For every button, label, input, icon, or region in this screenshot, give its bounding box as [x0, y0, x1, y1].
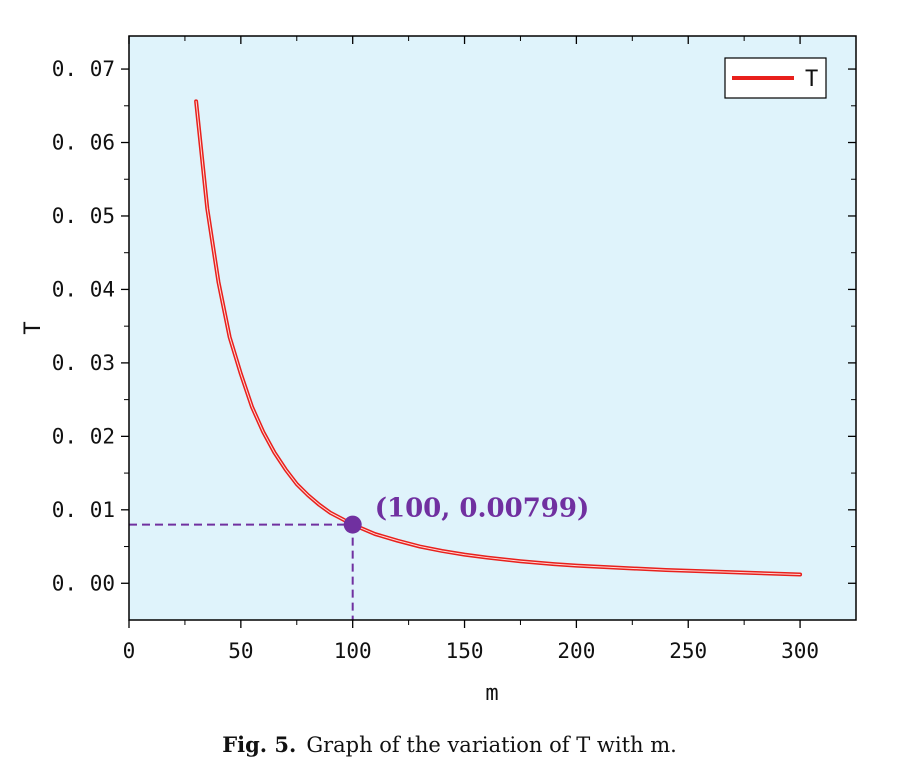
plot-background	[129, 36, 856, 620]
figure-caption: Fig. 5. Graph of the variation of T with …	[0, 732, 899, 757]
x-tick-label: 0	[123, 639, 136, 663]
x-axis-title: m	[485, 681, 498, 706]
caption-figure-label: Fig. 5.	[222, 732, 297, 757]
y-tick-label: 0. 00	[52, 571, 115, 595]
axis-ticks: 0 50 100 150 200 250 300 0. 00 0. 01 0. 02 0. 03 0.…	[52, 36, 856, 663]
series-line-T-highlight	[195, 100, 801, 575]
x-tick-label: 300	[781, 639, 819, 663]
y-axis-title: T	[21, 321, 46, 334]
x-tick-label: 150	[446, 639, 484, 663]
annotation-label: (100, 0.00799)	[375, 494, 590, 524]
annotation-point	[343, 515, 362, 534]
y-tick-label: 0. 05	[52, 204, 115, 228]
plot-frame	[128, 35, 857, 621]
legend-label: T	[805, 67, 818, 92]
chart-marks: (100, 0.00799)	[129, 99, 803, 620]
y-tick-label: 0. 06	[52, 131, 115, 155]
chart: (100, 0.00799) 0 50 100 150 200 250 300 0. 00 0.…	[21, 35, 857, 706]
y-tick-label: 0. 07	[52, 57, 115, 81]
x-tick-label: 200	[557, 639, 595, 663]
y-tick-label: 0. 04	[52, 277, 115, 301]
x-tick-label: 50	[228, 639, 253, 663]
legend: T	[724, 57, 827, 99]
caption-text: Graph of the variation of T with m.	[306, 733, 677, 757]
x-tick-label: 100	[334, 639, 372, 663]
y-tick-label: 0. 03	[52, 351, 115, 375]
y-tick-label: 0. 01	[52, 498, 115, 522]
x-tick-label: 250	[669, 639, 707, 663]
y-tick-label: 0. 02	[52, 424, 115, 448]
